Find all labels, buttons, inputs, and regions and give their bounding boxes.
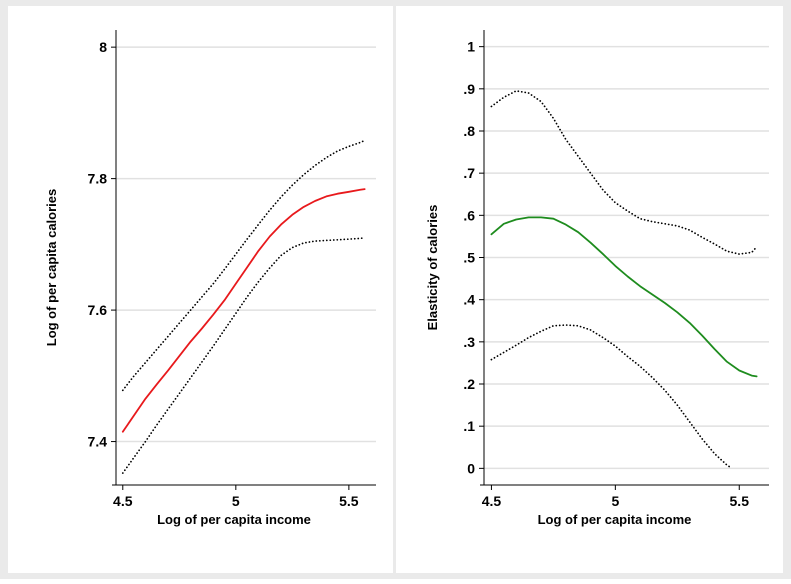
y-tick-label: .8	[463, 123, 475, 139]
y-axis-title: Elasticity of calories	[425, 205, 440, 331]
y-tick-label: 7.8	[88, 171, 108, 187]
y-tick-label: 8	[99, 39, 107, 55]
confidence-band-line-3	[490, 324, 733, 470]
y-tick-label: .6	[463, 207, 475, 223]
panel-background	[8, 6, 393, 573]
x-axis-title: Log of per capita income	[157, 512, 311, 527]
x-tick-label: 4.5	[113, 493, 133, 509]
estimate-line-1	[121, 188, 366, 433]
y-tick-label: 0	[467, 460, 475, 476]
y-tick-label: .2	[463, 376, 475, 392]
x-tick-label: 5.5	[339, 493, 359, 509]
x-tick-label: 5.5	[730, 493, 750, 509]
x-tick-label: 4.5	[482, 493, 502, 509]
chart-panel-2: 0 .1 .2 .3 .4 .5 .6 .7 .8 .9 1 4.5 5 5.5 Log of per ca…	[396, 6, 783, 573]
y-tick-label: 1	[467, 39, 475, 55]
panel-background	[396, 6, 783, 573]
estimate-line-1	[490, 216, 758, 378]
y-tick-label: .1	[463, 418, 475, 434]
y-tick-label: .4	[463, 292, 475, 308]
confidence-band-line-3	[121, 236, 366, 474]
y-axis-title: Log of per capita calories	[44, 189, 59, 347]
y-tick-label: .3	[463, 334, 475, 350]
y-tick-label: .9	[463, 81, 475, 97]
x-tick-label: 5	[611, 493, 619, 509]
chart-panel-1: 7.4 7.6 7.8 8 4.5 5 5.5 Log of per capita incom…	[8, 6, 393, 573]
y-tick-label: .7	[463, 165, 475, 181]
y-tick-label: 7.6	[88, 302, 108, 318]
x-axis-title: Log of per capita income	[538, 512, 692, 527]
confidence-band-line-2	[121, 139, 366, 392]
confidence-band-line-2	[490, 90, 758, 255]
x-tick-label: 5	[232, 493, 240, 509]
y-tick-label: .5	[463, 250, 475, 266]
y-tick-label: 7.4	[88, 434, 108, 450]
